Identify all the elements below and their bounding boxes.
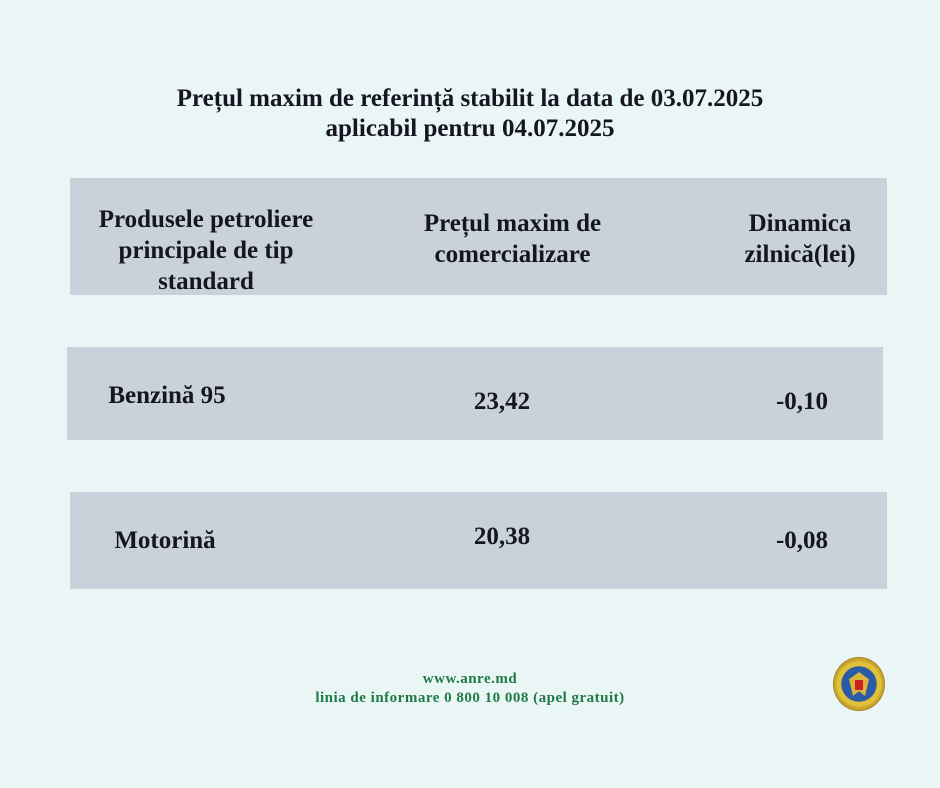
daily-change: -0,10 xyxy=(775,388,829,415)
max-price: 23,42 xyxy=(473,388,531,415)
header-price: Prețul maxim de comercializare xyxy=(390,208,635,270)
header-change: Dinamica zilnică(lei) xyxy=(720,208,880,270)
product-name: Motorină xyxy=(114,527,216,554)
header-text: Produsele petroliere xyxy=(98,206,314,233)
header-text: Prețul maxim de xyxy=(423,210,602,237)
title-line-2: aplicabil pentru 04.07.2025 xyxy=(325,115,615,142)
title-line-1: Prețul maxim de referință stabilit la da… xyxy=(176,85,764,112)
footer-hotline: linia de informare 0 800 10 008 (apel gr… xyxy=(315,690,625,706)
header-text: standard xyxy=(158,268,254,295)
header-text: comercializare xyxy=(434,241,591,268)
footer-website[interactable]: www.anre.md xyxy=(422,671,518,687)
page-title: Prețul maxim de referință stabilit la da… xyxy=(0,84,940,144)
header-text: zilnică(lei) xyxy=(744,241,856,268)
product-name: Benzină 95 xyxy=(108,382,226,409)
table-row: Motorină 20,38 -0,08 xyxy=(70,492,887,589)
header-product: Produsele petroliere principale de tip s… xyxy=(70,204,342,297)
max-price: 20,38 xyxy=(473,523,531,550)
moldova-coat-of-arms-seal-icon xyxy=(833,657,885,711)
shield-icon xyxy=(855,680,863,690)
table-row: Benzină 95 23,42 -0,10 xyxy=(67,347,883,440)
header-text: Dinamica xyxy=(748,210,852,237)
table-header: Produsele petroliere principale de tip s… xyxy=(70,178,887,295)
header-text: principale de tip xyxy=(118,237,294,264)
daily-change: -0,08 xyxy=(775,527,829,554)
